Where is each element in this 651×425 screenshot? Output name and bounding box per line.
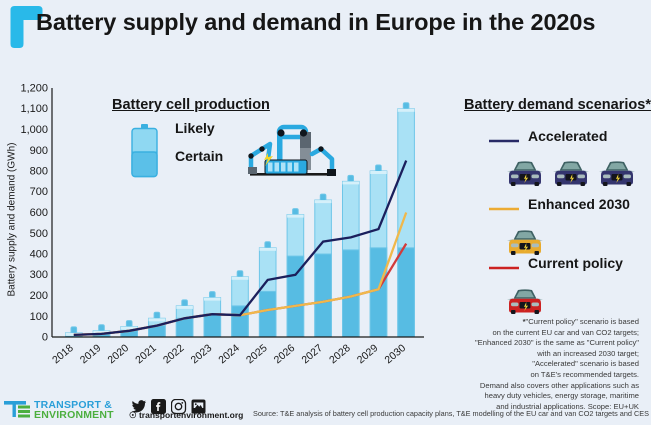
svg-text:2028: 2028 xyxy=(327,342,353,366)
svg-text:2019: 2019 xyxy=(78,342,104,366)
svg-text:500: 500 xyxy=(30,228,48,240)
svg-text:2023: 2023 xyxy=(189,342,215,366)
svg-text:2018: 2018 xyxy=(50,342,76,366)
svg-text:200: 200 xyxy=(30,290,48,302)
svg-text:1,200: 1,200 xyxy=(20,83,48,95)
svg-text:600: 600 xyxy=(30,207,48,219)
svg-text:2020: 2020 xyxy=(106,342,132,366)
svg-text:0: 0 xyxy=(42,332,48,344)
svg-text:2027: 2027 xyxy=(299,342,325,366)
svg-text:2026: 2026 xyxy=(272,342,298,366)
svg-text:700: 700 xyxy=(30,186,48,198)
svg-text:2022: 2022 xyxy=(161,342,187,366)
svg-text:2029: 2029 xyxy=(355,342,381,366)
svg-text:2024: 2024 xyxy=(216,342,242,366)
svg-text:300: 300 xyxy=(30,269,48,281)
svg-text:100: 100 xyxy=(30,311,48,323)
svg-text:400: 400 xyxy=(30,249,48,261)
svg-text:900: 900 xyxy=(30,145,48,157)
svg-text:2021: 2021 xyxy=(133,342,159,366)
svg-text:1,100: 1,100 xyxy=(20,103,48,115)
svg-text:2025: 2025 xyxy=(244,342,270,366)
svg-text:1,000: 1,000 xyxy=(20,124,48,136)
svg-text:2030: 2030 xyxy=(383,342,409,366)
svg-text:800: 800 xyxy=(30,166,48,178)
